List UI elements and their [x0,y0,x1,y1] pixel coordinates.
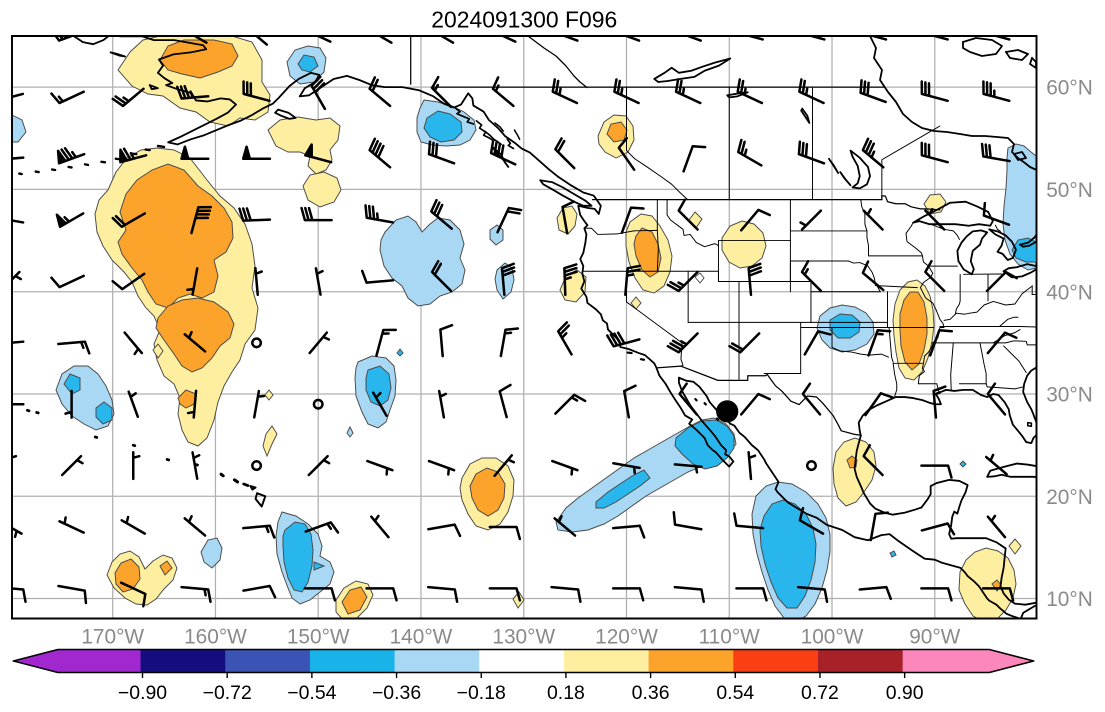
svg-text:10°N: 10°N [1046,588,1093,611]
svg-text:20°N: 20°N [1046,486,1093,509]
svg-text:0.72: 0.72 [801,682,839,704]
svg-text:90°W: 90°W [909,625,960,648]
svg-text:0.18: 0.18 [547,682,585,704]
svg-text:−0.18: −0.18 [457,682,506,704]
svg-text:100°W: 100°W [801,625,864,648]
svg-text:150°W: 150°W [287,625,350,648]
svg-text:−0.36: −0.36 [372,682,421,704]
svg-text:−0.54: −0.54 [287,682,336,704]
svg-text:−0.72: −0.72 [203,682,252,704]
svg-text:140°W: 140°W [390,625,453,648]
svg-text:0.90: 0.90 [886,682,924,704]
svg-text:0.54: 0.54 [716,682,754,704]
svg-text:50°N: 50°N [1046,179,1093,202]
svg-text:−0.90: −0.90 [118,682,167,704]
svg-text:110°W: 110°W [699,625,761,648]
svg-text:60°N: 60°N [1046,77,1093,100]
svg-text:40°N: 40°N [1046,281,1093,304]
svg-text:160°W: 160°W [184,625,247,648]
svg-text:120°W: 120°W [595,625,658,648]
svg-text:30°N: 30°N [1046,384,1093,407]
svg-text:2024091300 F096: 2024091300 F096 [431,7,617,33]
svg-text:130°W: 130°W [492,625,555,648]
svg-text:0.36: 0.36 [632,682,670,704]
svg-text:170°W: 170°W [81,625,144,648]
